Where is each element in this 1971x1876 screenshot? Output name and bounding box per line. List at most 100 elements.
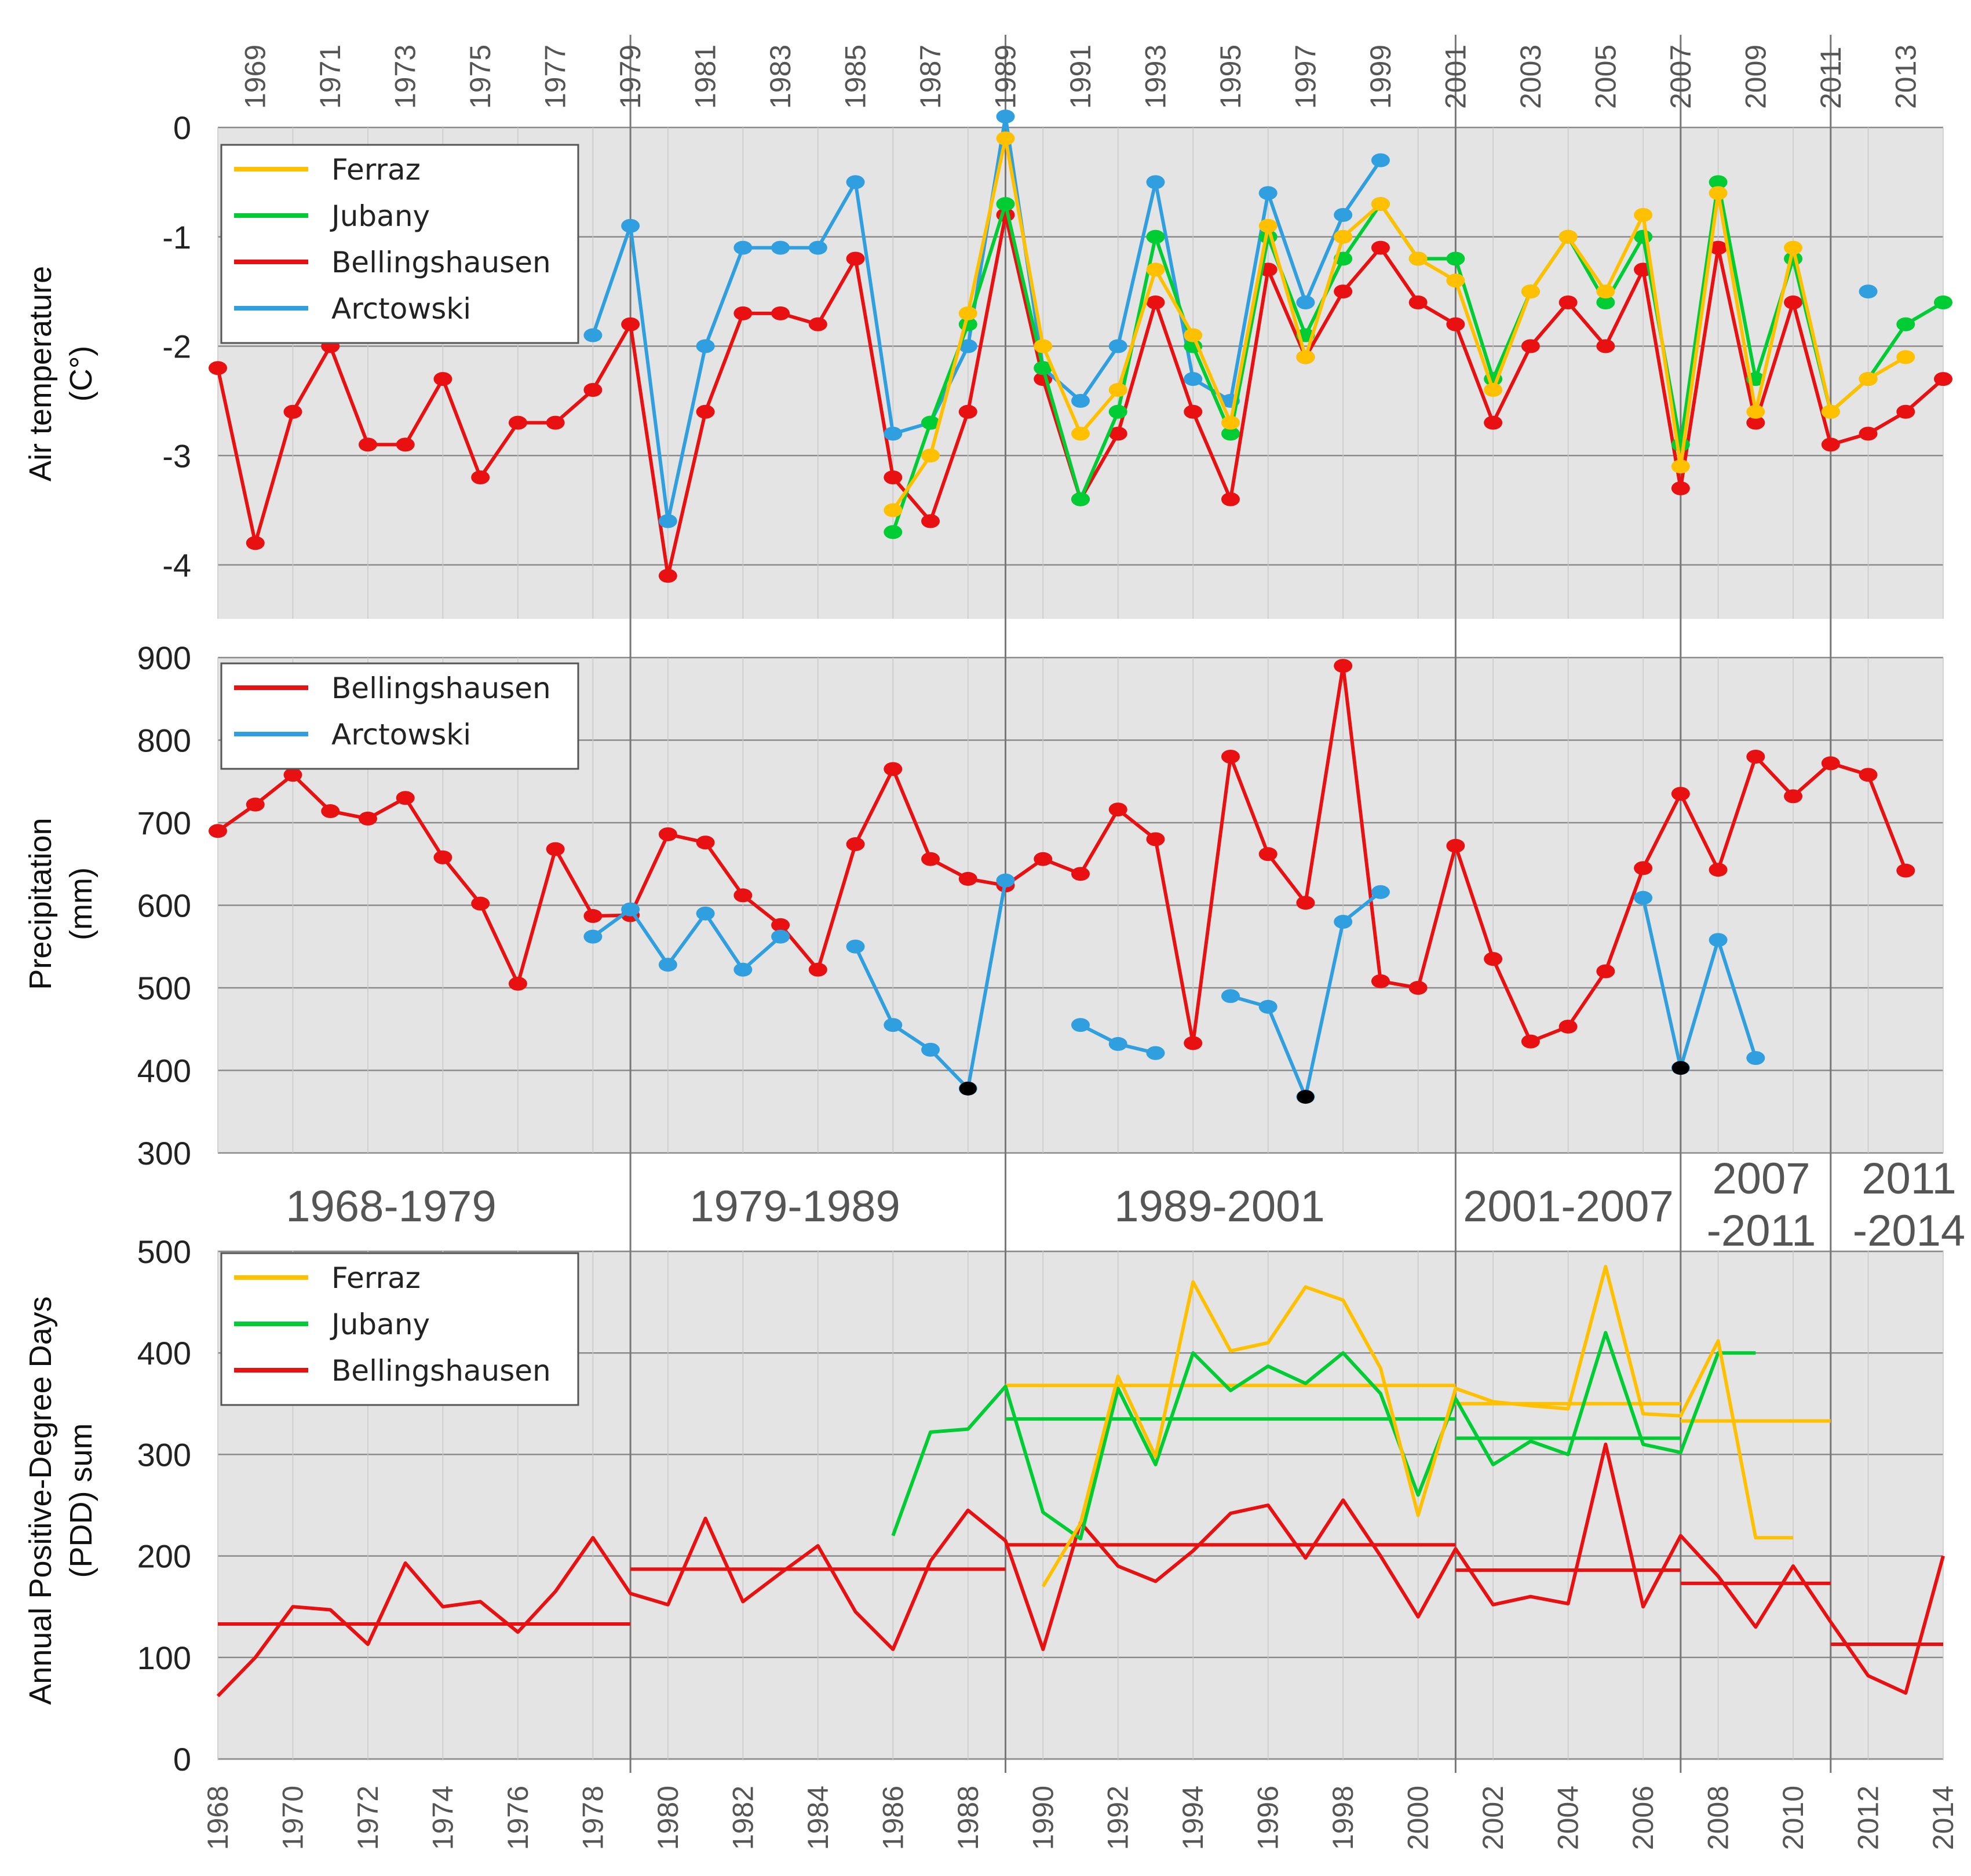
bottom-xtick-label: 1986 [877,1786,909,1850]
period-label-2007-2011: 2007 -2011 [1707,1154,1816,1255]
bottom-xtick-label: 2004 [1552,1786,1585,1850]
panel0-jubany-point [1671,437,1690,452]
panel1-missing-year-point [959,1081,977,1096]
panel1-bellingshausen-point [1896,863,1915,878]
bottom-xtick-label: 1982 [727,1786,759,1850]
panel0-bellingshausen-point [1221,492,1240,506]
legend-label-bellingshausen: Bellingshausen [331,1354,551,1388]
panel0-arctowski-point [808,240,827,255]
panel0-bellingshausen-point [733,306,753,320]
panel1-missing-year-point [1297,1090,1315,1104]
panel1-bellingshausen-point [1596,964,1615,979]
bottom-xtick-label: 2010 [1777,1786,1809,1850]
panel0-ferraz-point [1334,229,1353,244]
bottom-xtick-label: 1976 [502,1786,534,1850]
ytick-label: 300 [137,1135,191,1171]
panel0-bellingshausen-point [508,415,527,430]
ytick-label: 0 [173,110,191,146]
panel0-ferraz-point [1821,404,1840,419]
top-xtick-label: 1991 [1064,45,1097,109]
panel1-bellingshausen-point [1146,832,1165,846]
panel0-jubany-point [1934,295,1952,309]
bottom-xtick-label: 2012 [1852,1786,1885,1850]
panel0-ferraz-point [1896,350,1915,364]
panel1-bellingshausen-point [846,837,865,852]
panel1-bellingshausen-point [471,896,490,911]
panel1-arctowski-point [1146,1046,1165,1060]
panel0-arctowski-point [1146,175,1165,189]
period-label-1989-2001: 1989-2001 [1114,1182,1324,1231]
panel0-jubany-point [1108,404,1127,419]
ytick-label: 100 [137,1640,191,1676]
panel0-bellingshausen-point [1371,240,1390,255]
panel0-bellingshausen-point [1558,295,1578,309]
top-xtick-label: 1989 [990,45,1022,109]
panel0-bellingshausen-point [1334,284,1353,299]
panel0-ferraz-point [1221,415,1240,430]
panel0-bellingshausen-point [433,372,452,386]
panel1-bellingshausen-point [546,842,565,856]
panel1-bellingshausen-point [1446,838,1465,853]
panel0-jubany-point [1709,175,1728,189]
panel0-arctowski-point [621,218,640,233]
panel1-bellingshausen-point [733,888,753,903]
panel1-bellingshausen-point [958,871,977,886]
legend-label-ferraz: Ferraz [331,1261,421,1295]
ytick-label: -4 [162,547,191,583]
panel0-arctowski-point [1334,208,1353,222]
panel0-bellingshausen-point [1746,415,1765,430]
panel0-arctowski-point [583,328,603,342]
panel2-jubany-line [891,1331,1756,1541]
top-xtick-label: 1987 [914,45,947,109]
panel0-ferraz-point [1408,251,1428,266]
panel1-bellingshausen-point [771,918,790,932]
period-label-1979-1989: 1979-1989 [689,1182,900,1231]
data-series [209,110,1952,1698]
ytick-label: 800 [137,722,191,759]
panel0-ferraz-point [884,503,903,517]
panel0-jubany-point [1146,229,1165,244]
panel0-arctowski-point [996,110,1015,124]
panel1-bellingshausen-point [696,835,715,850]
bottom-xtick-label: 1984 [802,1786,834,1850]
panel0-ferraz-point [1634,208,1653,222]
bottom-xtick-label: 2008 [1702,1786,1735,1850]
panel0-ferraz-point [1146,262,1165,277]
panel0-jubany-point [1221,426,1240,441]
ytick-label: 700 [137,805,191,841]
panel1-bellingshausen-point [1484,952,1503,966]
panel0-bellingshausen-point [921,514,940,528]
ytick-label: 200 [137,1538,191,1575]
panel1-bellingshausen-point [808,962,827,977]
panel0-jubany-point [1596,295,1615,309]
panel1-bellingshausen-point [246,797,265,812]
panel1-bellingshausen-point [1408,981,1428,995]
panel0-arctowski-point [733,240,753,255]
panel0-jubany-point [996,197,1015,211]
panel0-ferraz-point [1071,426,1090,441]
top-xtick-label: 1977 [539,45,572,109]
panel1-arctowski-point [1108,1036,1127,1051]
panel2-ferraz-line [1041,1265,1793,1587]
panel1-arctowski-point [921,1042,940,1057]
panel1-arctowski-point [1634,890,1653,905]
legend-label-ferraz: Ferraz [331,153,421,187]
panel0-bellingshausen-point [771,306,790,320]
panel1-bellingshausen-point [1184,1036,1203,1050]
panel0-arctowski-point [771,240,790,255]
panel0-arctowski-point [1371,153,1390,167]
panel1-bellingshausen-point [1258,847,1278,862]
ytick-label: 400 [137,1053,191,1089]
top-xtick-label: 1985 [840,45,872,109]
panel1-bellingshausen-point [583,909,603,924]
ytick-label: 500 [137,1233,191,1270]
panel0-ferraz-point [1859,372,1878,386]
panel0-arctowski-point [1296,295,1315,309]
ytick-label: 500 [137,970,191,1006]
top-xtick-label: 1971 [314,45,346,109]
panel1-bellingshausen-point [1371,974,1390,988]
panel1-arctowski-point [846,939,865,954]
panel0-jubany-point [884,525,903,539]
period-label-2001-2007: 2001-2007 [1463,1182,1673,1231]
